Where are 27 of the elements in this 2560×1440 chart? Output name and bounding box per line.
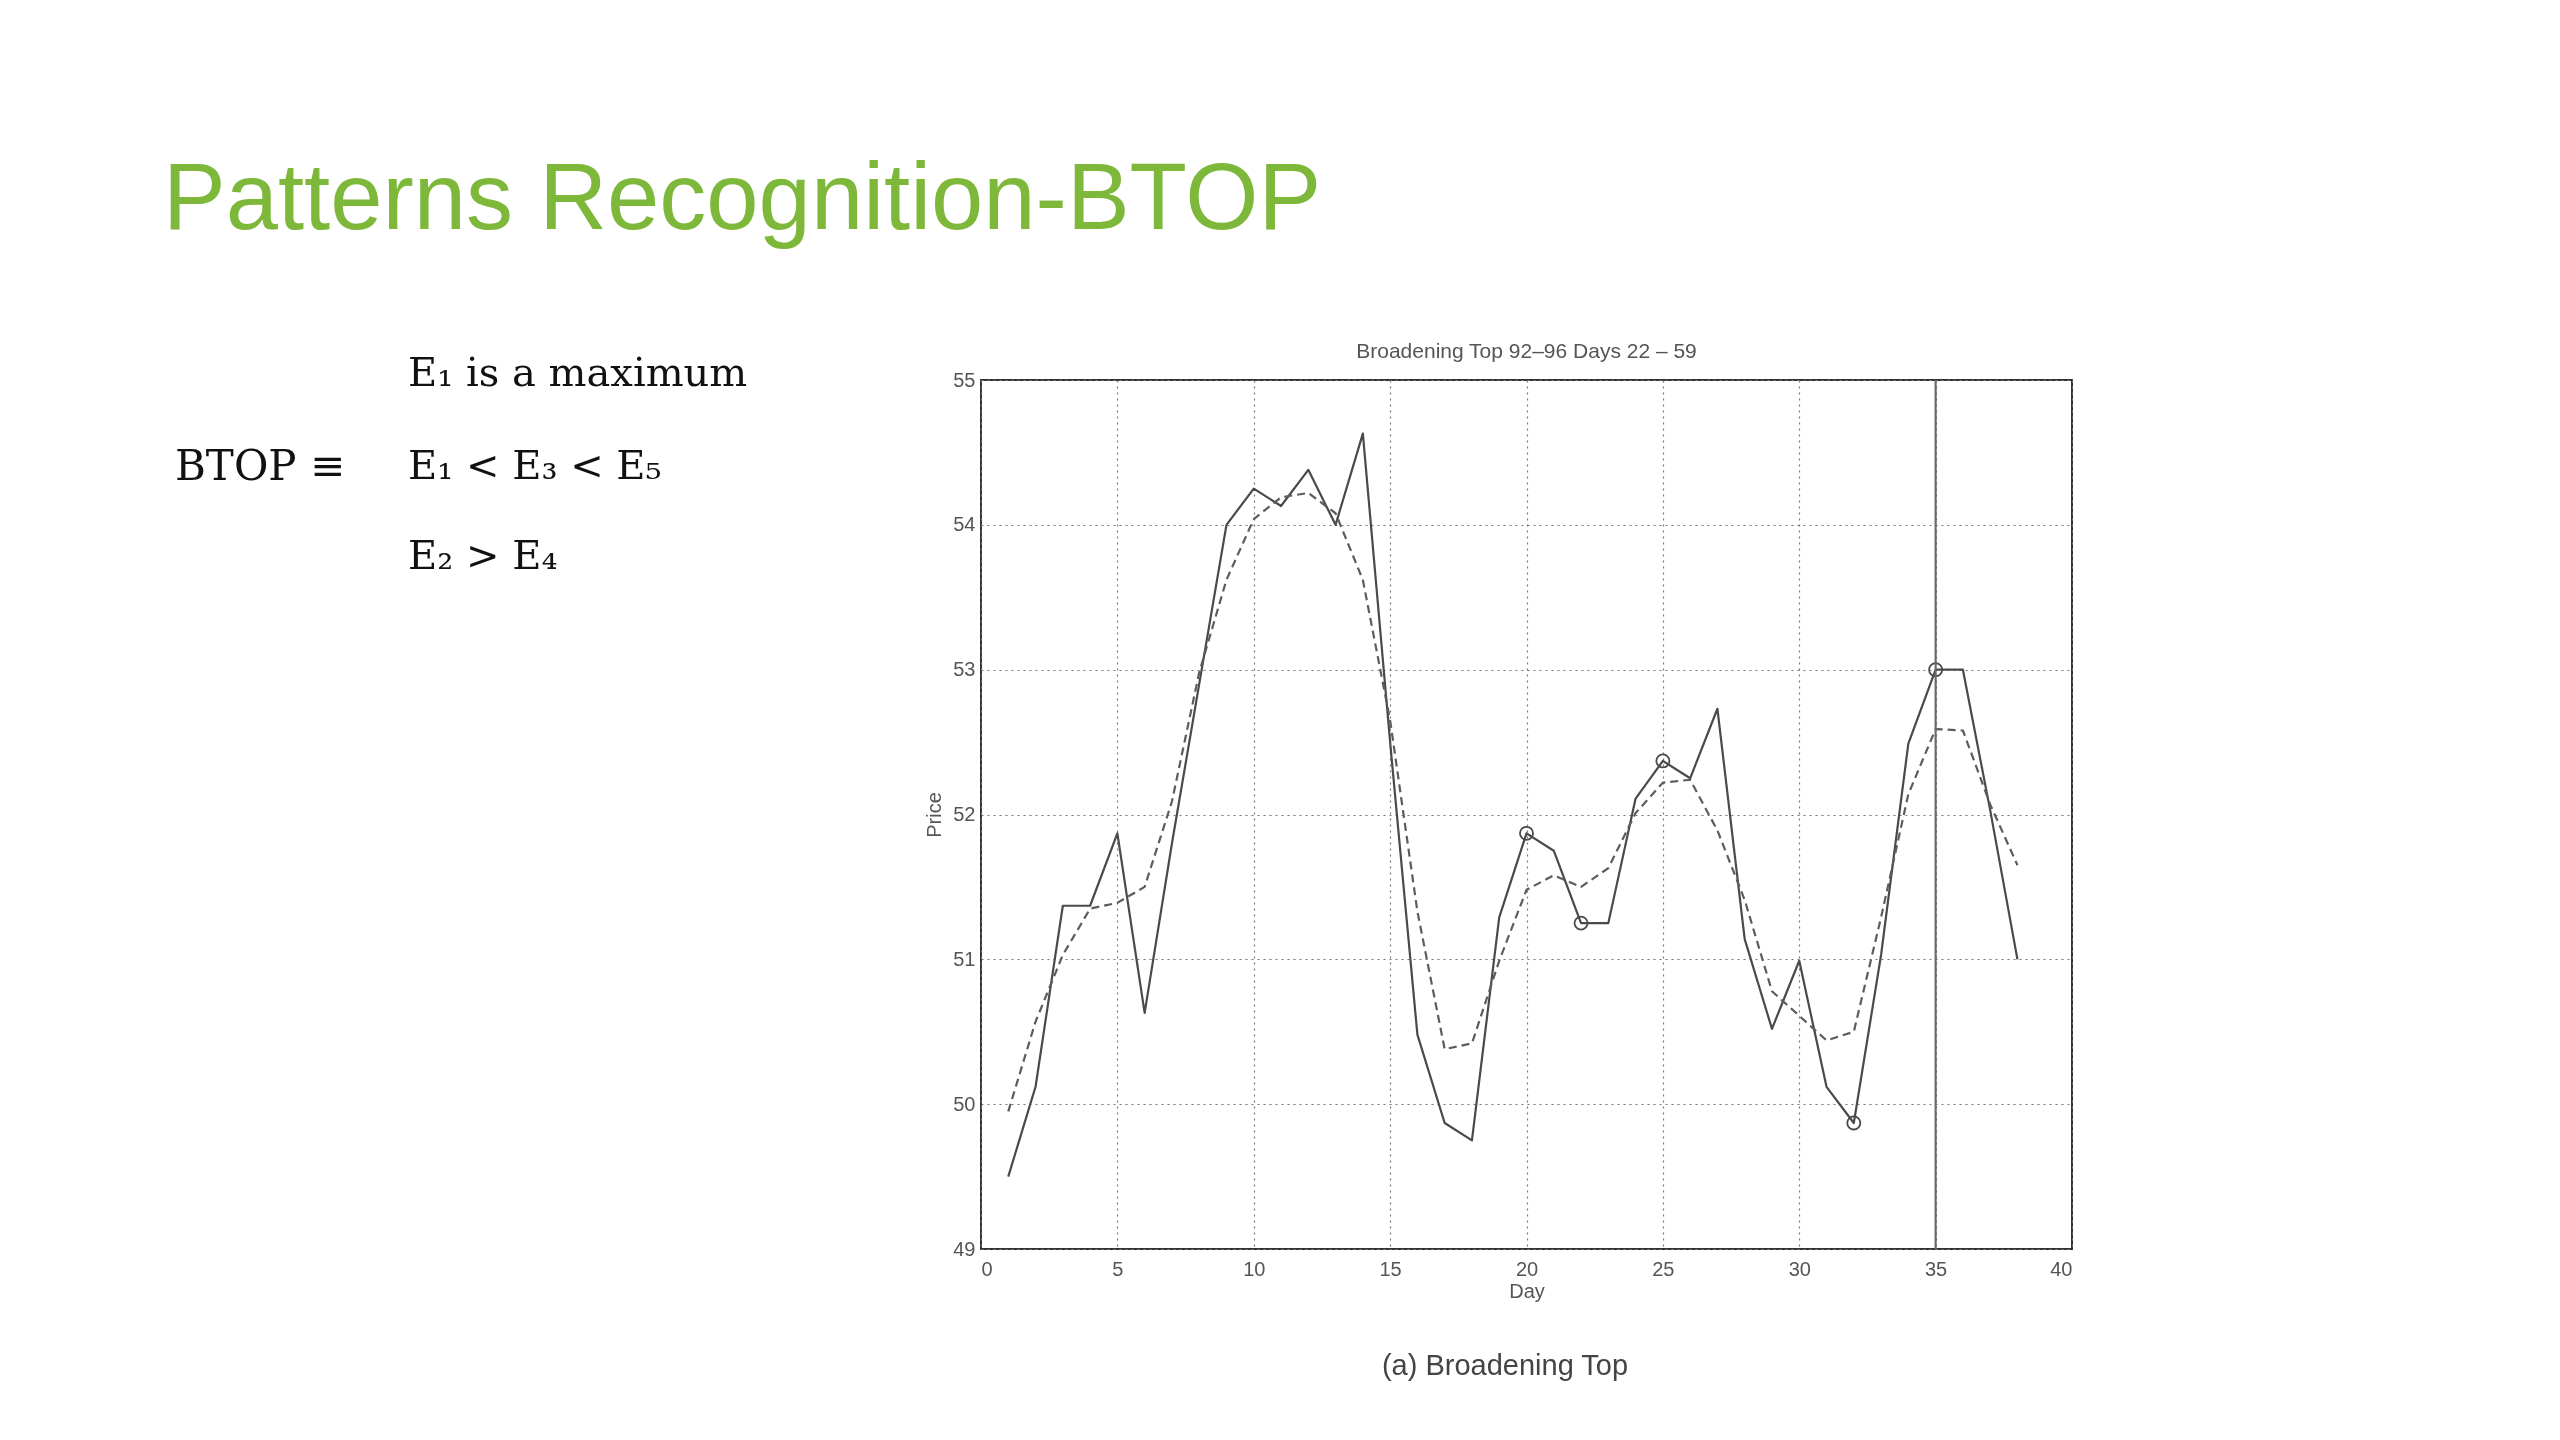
chart-subtitle: Broadening Top 92–96 Days 22 – 59 [1356, 339, 1697, 362]
text: E₁ is a maximum [408, 349, 748, 395]
x-tick-label: 10 [1243, 1257, 1266, 1280]
y-tick-label: 50 [953, 1092, 976, 1115]
y-tick-label: 49 [953, 1237, 976, 1260]
chart-title: Patterns Recognition-BTOP [163, 144, 1322, 249]
y-tick-label: 54 [953, 513, 976, 536]
x-tick-label: 5 [1112, 1257, 1124, 1280]
x-tick-label: 15 [1379, 1257, 1402, 1280]
y-tick-label: 55 [953, 368, 976, 391]
x-axis-title: Day [1509, 1279, 1545, 1302]
line-series [1007, 491, 2019, 1113]
x-tick-label: 35 [1925, 1257, 1948, 1280]
text: (a) Broadening Top [1381, 1349, 1629, 1381]
y-tick-label: 53 [953, 658, 976, 681]
x-tick-label: 40 [2050, 1257, 2073, 1280]
x-tick-label: 20 [1515, 1257, 1539, 1280]
y-tick-label: 52 [953, 803, 976, 825]
text: BTOP ≡ [175, 441, 346, 490]
y-axis-title: Price [923, 792, 946, 838]
y-tick-label: 51 [953, 947, 976, 970]
text: E₁ < E₃ < E₅ [408, 442, 662, 488]
text: E₂ > E₄ [408, 532, 558, 578]
x-tick-label: 0 [981, 1257, 993, 1280]
x-tick-label: 30 [1788, 1257, 1811, 1280]
line-series [1007, 432, 2019, 1178]
x-tick-label: 25 [1652, 1257, 1675, 1280]
